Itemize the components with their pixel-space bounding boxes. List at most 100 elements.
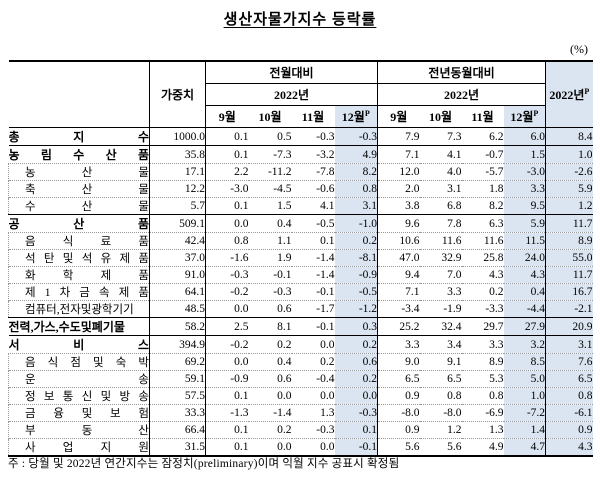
- row-yoy-nov-cell: 6.2: [489, 130, 504, 143]
- row-mom-dec-cell: 0.3: [334, 317, 379, 336]
- row-yoy-dec-cell: 6.0: [503, 127, 547, 146]
- row-weight-cell: 57.5: [149, 387, 206, 405]
- row-annual-cell: 1.2: [545, 197, 593, 215]
- annual-header: 2022년P: [545, 61, 593, 128]
- row-weight-cell: 37.0: [149, 249, 206, 267]
- row-annual-cell: -6.1: [545, 404, 593, 422]
- row-yoy-sep-cell: 3.3: [377, 335, 420, 354]
- row-mom-oct-cell: 0.4: [248, 353, 292, 371]
- table-row: 음 식 점 및 숙 박 69.2 0.0 0.4 0.2 0.6 9.0 9.1…: [8, 353, 593, 371]
- row-annual-cell: 8.4: [545, 127, 593, 146]
- row-mom-dec-cell: 3.1: [334, 197, 379, 215]
- row-yoy-oct-cell: 3.3: [419, 283, 462, 301]
- row-yoy-oct-cell: -1.9: [419, 300, 462, 318]
- row-mom-oct-cell: 0.5: [277, 130, 292, 143]
- footnote: 주 : 당월 및 2022년 연간지수는 잠정치(preliminary)이며 …: [8, 458, 400, 470]
- row-yoy-dec-cell: -3.0: [503, 163, 547, 181]
- table-row: 공 산 품 509.1 0.0 0.4 -0.5 -1.0 9.6 7.8 6.…: [8, 214, 593, 233]
- row-yoy-sep-cell: 9.0: [377, 353, 420, 371]
- row-yoy-oct-cell: 7.8: [419, 214, 462, 233]
- row-yoy-sep-cell: 6.5: [377, 370, 420, 388]
- row-label-cell: 제 1 차 금 속 제 품: [8, 283, 150, 301]
- row-yoy-sep-cell: 7.9: [405, 130, 420, 143]
- row-yoy-nov-cell: 4.9: [461, 438, 504, 456]
- yoy-month4-sup: P: [533, 109, 539, 118]
- row-annual-cell: 8.9: [545, 232, 593, 250]
- row-yoy-dec-cell: 27.9: [503, 317, 547, 336]
- yoy-year-header: 2022년: [377, 83, 547, 106]
- row-mom-oct-cell: 0.2: [248, 421, 292, 439]
- row-mom-oct-cell: 0.2: [248, 335, 292, 354]
- row-mom-sep-cell: -0.9: [205, 370, 249, 388]
- row-weight-cell: 59.1: [149, 370, 206, 388]
- row-yoy-oct-cell: 4.1: [419, 145, 462, 164]
- table-row: 총 지 수 1000.0 0.1 0.5 -0.3 -0.3 7.9 7.3 6…: [8, 127, 593, 146]
- row-yoy-oct-cell: 5.6: [419, 438, 462, 456]
- row-annual-cell: 11.7: [545, 214, 593, 233]
- row-yoy-dec-cell: 0.4: [503, 283, 547, 301]
- table-row: 전력,가스,수도및폐기물 58.2 2.5 8.1 -0.1 0.3 25.2 …: [8, 317, 593, 336]
- row-label-cell: 화 학 제 품: [8, 266, 150, 284]
- table-row: 금 융 및 보 험 33.3 -1.3 -1.4 1.3 -0.3 -8.0 -…: [8, 404, 593, 422]
- row-yoy-dec-cell: 9.5: [503, 197, 547, 215]
- row-label-cell: 컴퓨터,전자및광학기기: [8, 300, 150, 318]
- row-annual-cell: 3.1: [545, 335, 593, 354]
- row-mom-dec-cell: -0.3: [334, 127, 379, 146]
- table-header: 가중치 전월대비 전년동월대비 2022년P 2022년 2022년 9월 10…: [8, 61, 593, 128]
- row-label-cell: 수 산 물: [8, 197, 150, 215]
- row-mom-oct-cell: 1.5: [248, 197, 292, 215]
- row-mom-nov-cell: 0.0: [291, 438, 335, 456]
- corner-cell: [8, 61, 150, 128]
- yoy-month-header-2: 10월: [429, 110, 453, 124]
- row-yoy-sep-cell: 25.2: [377, 317, 420, 336]
- row-yoy-oct-cell: 4.0: [419, 163, 462, 181]
- row-mom-nov-cell: -0.6: [291, 180, 335, 198]
- row-weight-cell: 48.5: [149, 300, 206, 318]
- row-yoy-sep-cell: 9.4: [377, 266, 420, 284]
- row-yoy-dec-cell: -4.4: [503, 300, 547, 318]
- row-mom-dec-cell: 0.8: [334, 180, 379, 198]
- row-weight-cell: 33.3: [149, 404, 206, 422]
- annual-header-sup: P: [584, 87, 590, 96]
- row-yoy-oct-cell: -8.0: [419, 404, 462, 422]
- row-mom-oct-cell: 0.0: [248, 438, 292, 456]
- row-mom-nov-cell: -0.4: [291, 370, 335, 388]
- row-mom-oct-cell: 0.4: [248, 214, 292, 233]
- row-mom-nov-cell: -0.1: [291, 283, 335, 301]
- row-annual-cell: 0.8: [545, 387, 593, 405]
- ppi-table: 가중치 전월대비 전년동월대비 2022년P 2022년 2022년 9월 10…: [8, 60, 593, 457]
- row-mom-nov-cell: -0.3: [291, 421, 335, 439]
- row-mom-sep-cell: 0.1: [205, 438, 249, 456]
- row-annual-cell: 0.9: [545, 421, 593, 439]
- yoy-group-header: 전년동월대비: [377, 61, 547, 84]
- row-mom-oct-cell: 8.1: [248, 317, 292, 336]
- row-annual-cell: 16.7: [545, 283, 593, 301]
- yoy-month4-text: 12월: [510, 110, 534, 124]
- row-yoy-sep-cell: 3.8: [377, 197, 420, 215]
- table-row: 석 탄 및 석 유 제 품 37.0 -1.6 1.9 -1.4 -8.1 47…: [8, 249, 593, 267]
- table-row: 농 산 물 17.1 2.2 -11.2 -7.8 8.2 12.0 4.0 -…: [8, 163, 593, 181]
- row-yoy-oct-cell: 0.8: [419, 387, 462, 405]
- row-yoy-sep-cell: 5.6: [377, 438, 420, 456]
- row-mom-sep-cell: -0.2: [205, 283, 249, 301]
- row-mom-oct-cell: -11.2: [248, 163, 292, 181]
- row-annual-cell: 20.9: [545, 317, 593, 336]
- annual-header-text: 2022년: [549, 88, 585, 102]
- row-yoy-nov-cell: 5.3: [461, 370, 504, 388]
- mom-group-header: 전월대비: [205, 61, 379, 84]
- row-mom-dec-cell: -0.3: [334, 404, 379, 422]
- row-weight-cell: 66.4: [149, 421, 206, 439]
- weight-header: 가중치: [149, 61, 206, 128]
- mom-month-header-2: 10월: [258, 110, 282, 124]
- row-mom-sep-cell: 0.8: [205, 232, 249, 250]
- row-label-cell: 운 송: [8, 370, 150, 388]
- row-yoy-sep-cell: 47.0: [377, 249, 420, 267]
- row-mom-dec-cell: -1.2: [334, 300, 379, 318]
- row-mom-nov-cell: -1.4: [291, 249, 335, 267]
- row-annual-cell: 7.6: [545, 353, 593, 371]
- row-mom-dec-cell: 0.2: [334, 335, 379, 354]
- row-mom-sep-cell: 0.0: [205, 353, 249, 371]
- row-yoy-oct-cell: 32.9: [419, 249, 462, 267]
- row-yoy-dec-cell: 5.9: [503, 214, 547, 233]
- row-weight-cell: 91.0: [149, 266, 206, 284]
